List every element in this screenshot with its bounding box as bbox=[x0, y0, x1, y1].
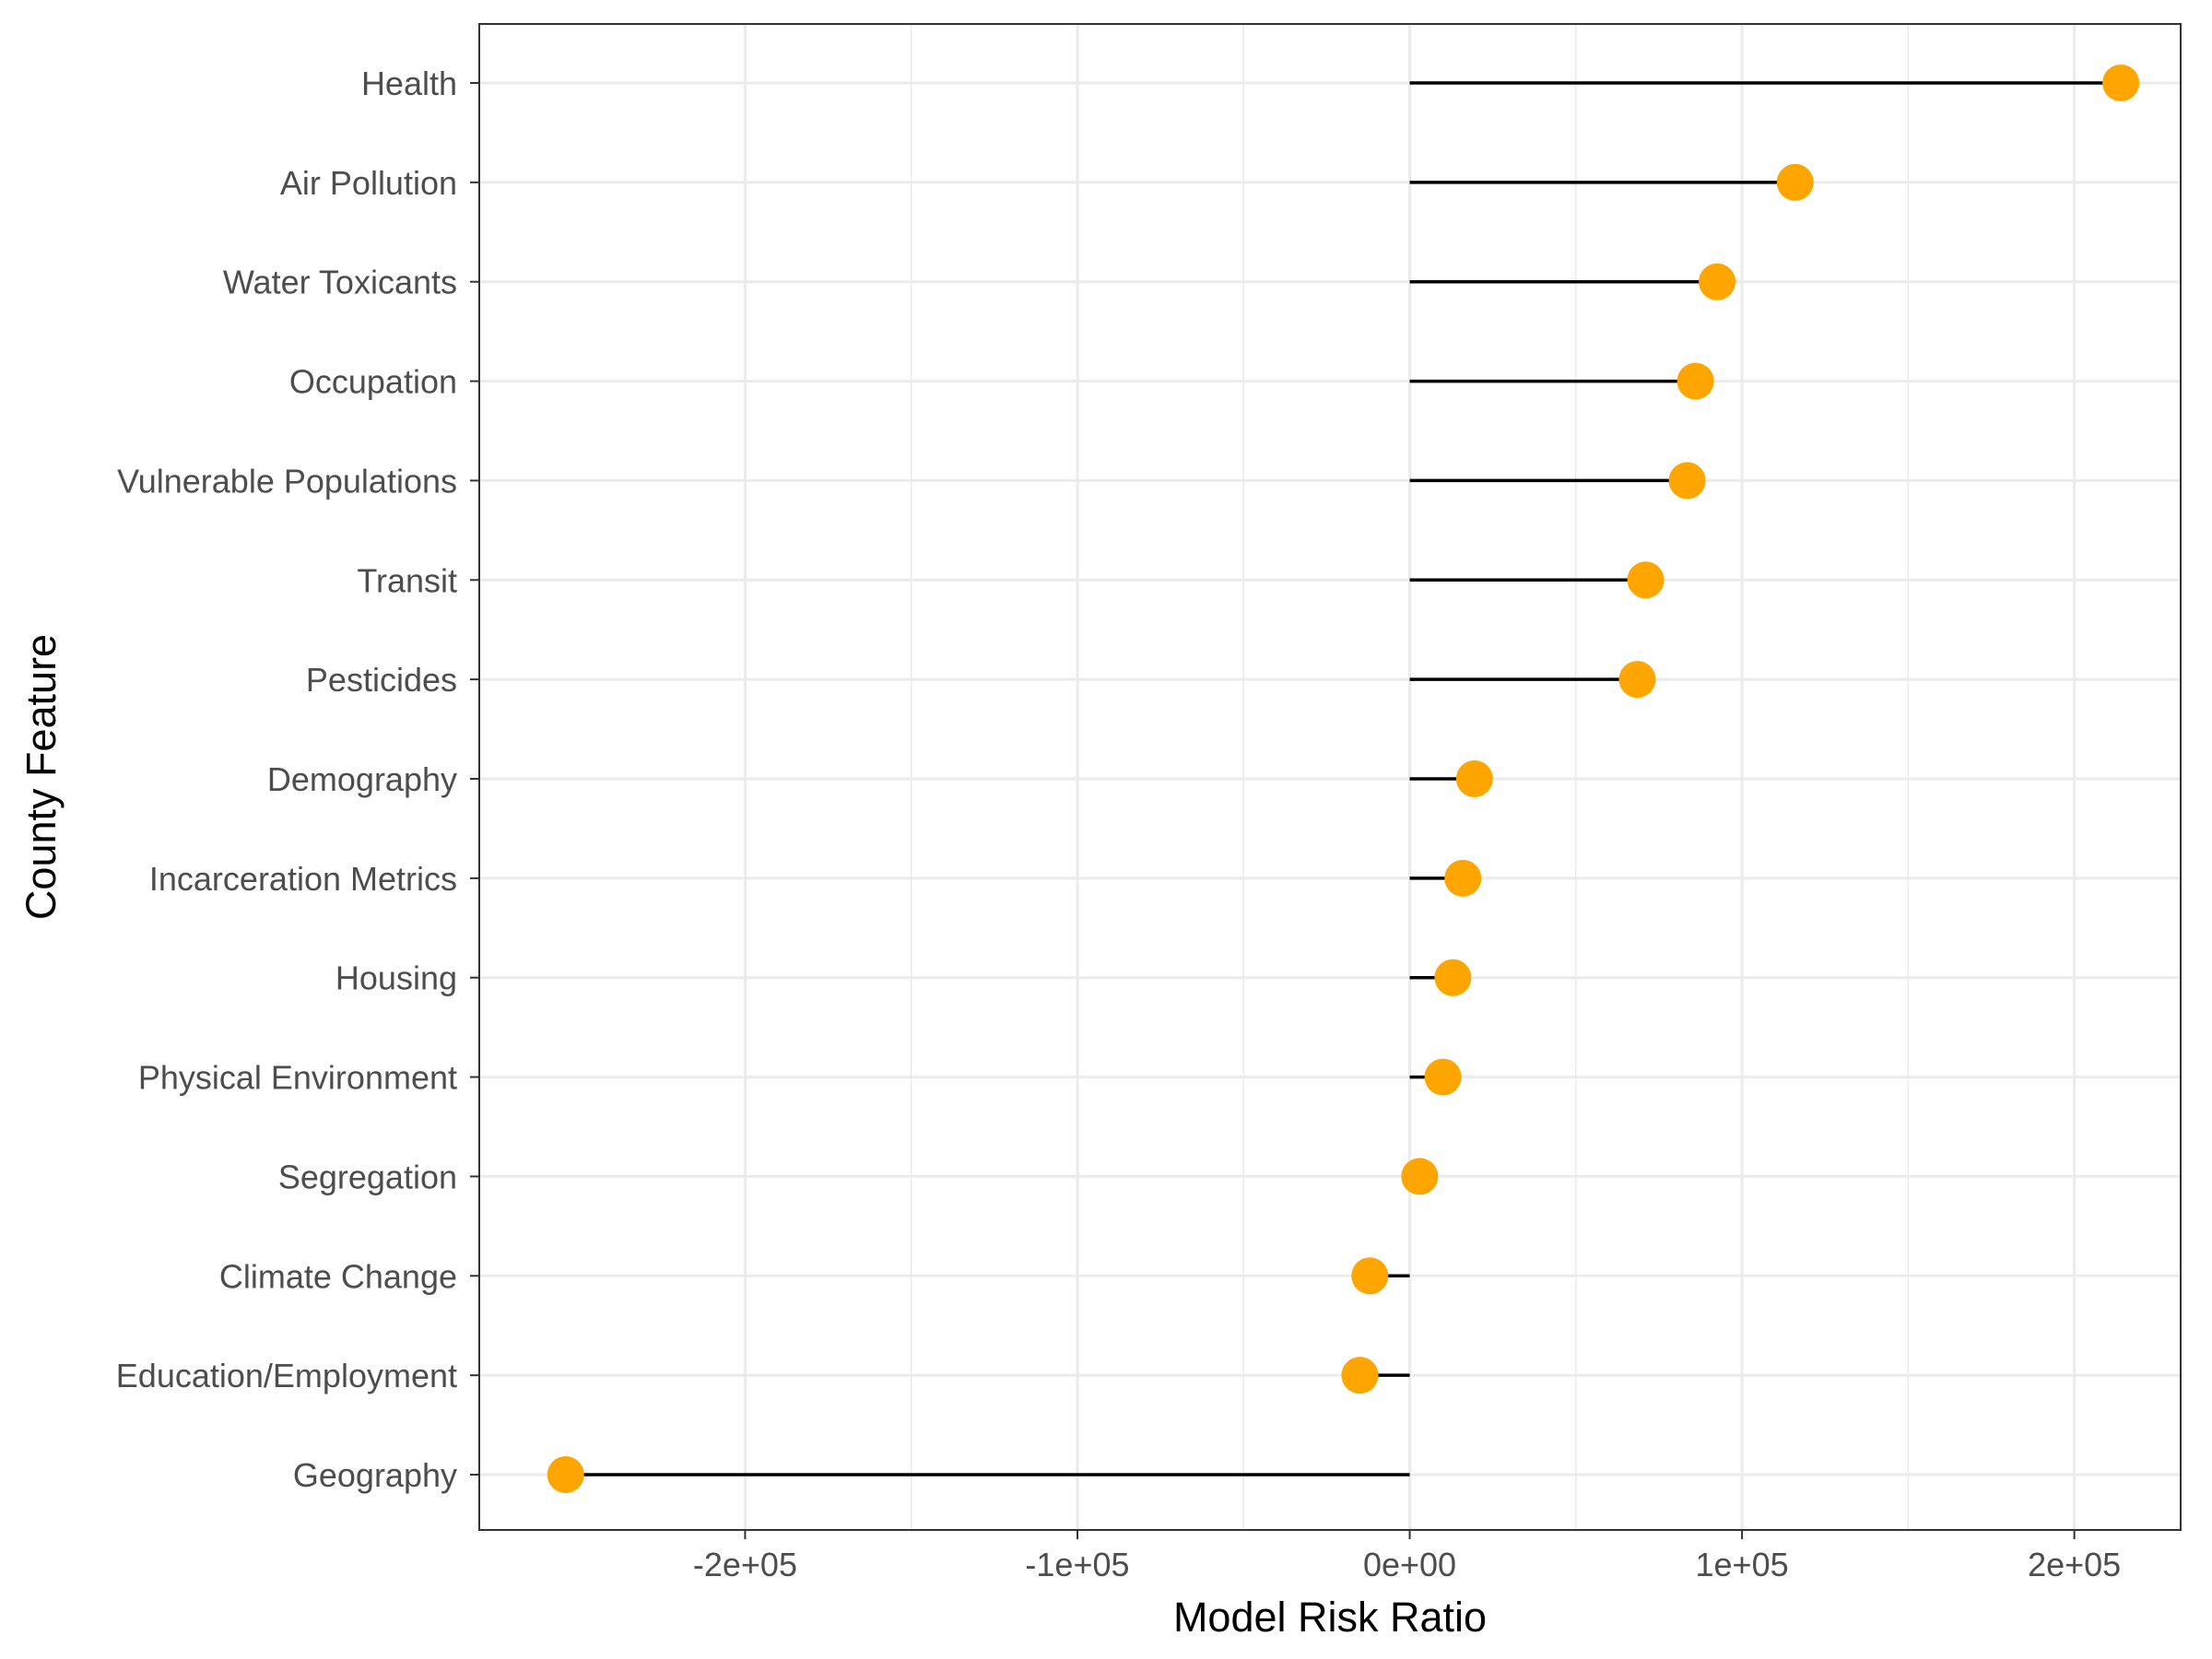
point-climate-change bbox=[1351, 1257, 1389, 1295]
y-tick-label: Occupation bbox=[289, 363, 457, 401]
y-tick-label: Education/Employment bbox=[116, 1357, 457, 1394]
point-segregation bbox=[1401, 1158, 1439, 1195]
y-tick-label: Physical Environment bbox=[138, 1059, 457, 1097]
x-tick-label: -2e+05 bbox=[693, 1546, 797, 1583]
point-water-toxicants bbox=[1699, 263, 1736, 300]
lollipop-points bbox=[547, 65, 2140, 1493]
y-tick-label: Demography bbox=[267, 760, 457, 798]
y-tick-label: Transit bbox=[357, 561, 457, 599]
x-tick-label: -1e+05 bbox=[1025, 1546, 1129, 1583]
panel-border bbox=[478, 23, 2182, 1531]
x-tick-label: 0e+00 bbox=[1363, 1546, 1456, 1583]
y-tick-label: Incarceration Metrics bbox=[149, 860, 457, 898]
x-axis: -2e+05 -1e+05 0e+00 1e+05 2e+05 bbox=[693, 1530, 2121, 1583]
y-tick-label: Vulnerable Populations bbox=[117, 462, 457, 500]
major-gridlines bbox=[479, 24, 2181, 1530]
y-tick-label: Climate Change bbox=[219, 1257, 457, 1295]
y-axis-title: County Feature bbox=[18, 634, 65, 920]
point-health bbox=[2102, 65, 2140, 101]
point-air-pollution bbox=[1776, 163, 1814, 201]
y-tick-label: Water Toxicants bbox=[223, 264, 457, 301]
y-axis: Health Air Pollution Water Toxicants Occupa… bbox=[116, 65, 479, 1494]
point-vulnerable-populations bbox=[1668, 462, 1706, 500]
point-incarceration-metrics bbox=[1444, 859, 1482, 897]
point-demography bbox=[1455, 760, 1493, 797]
point-occupation bbox=[1677, 362, 1714, 400]
x-tick-label: 2e+05 bbox=[2028, 1546, 2121, 1583]
x-axis-title: Model Risk Ratio bbox=[1173, 1594, 1487, 1641]
x-tick-label: 1e+05 bbox=[1696, 1546, 1789, 1583]
point-geography bbox=[547, 1456, 584, 1493]
y-tick-label: Housing bbox=[335, 959, 457, 997]
y-tick-label: Geography bbox=[293, 1456, 457, 1494]
y-tick-label: Health bbox=[361, 65, 457, 102]
point-physical-environment bbox=[1424, 1058, 1462, 1096]
y-tick-label: Pesticides bbox=[306, 661, 457, 699]
point-housing bbox=[1434, 959, 1472, 996]
point-pesticides bbox=[1618, 661, 1656, 699]
y-tick-label: Air Pollution bbox=[280, 164, 457, 202]
point-education-employment bbox=[1341, 1357, 1379, 1394]
y-tick-label: Segregation bbox=[278, 1158, 457, 1195]
point-transit bbox=[1627, 561, 1665, 599]
minor-gridlines bbox=[910, 24, 1910, 1530]
